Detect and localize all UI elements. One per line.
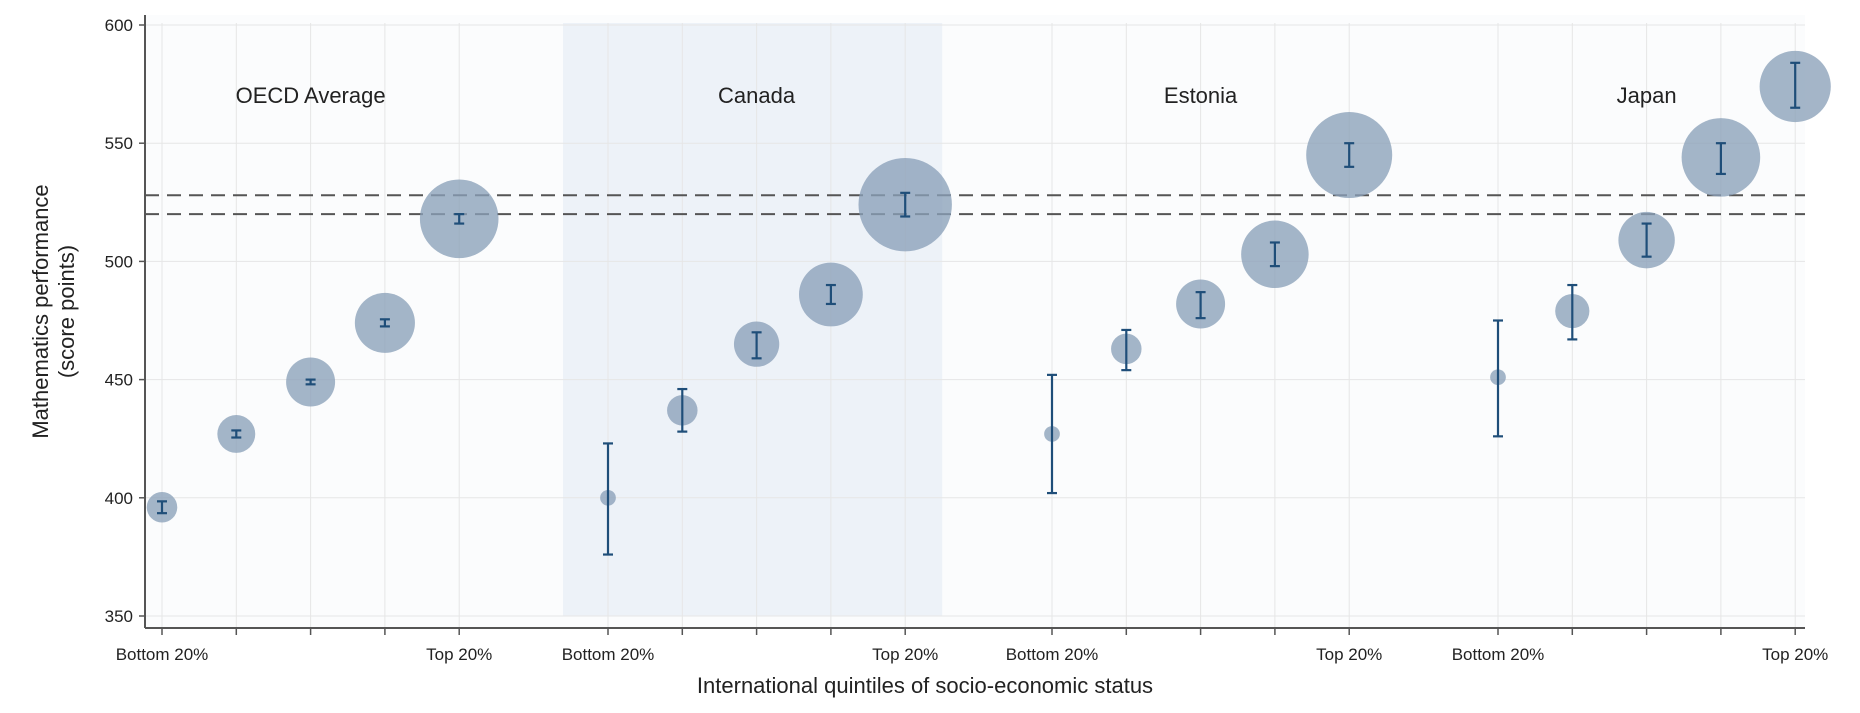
x-tick-label: Bottom 20% (1006, 645, 1099, 664)
x-tick-label: Bottom 20% (116, 645, 209, 664)
y-tick-label: 450 (105, 371, 133, 390)
y-axis-title-line: Mathematics performance (28, 184, 53, 438)
highlight-band-canada (563, 23, 943, 616)
y-tick-label: 350 (105, 607, 133, 626)
plot-background (145, 15, 1805, 628)
y-tick-label: 500 (105, 252, 133, 271)
y-tick-label: 550 (105, 134, 133, 153)
y-axis-title: Mathematics performance(score points) (28, 184, 79, 438)
x-tick-label: Top 20% (872, 645, 938, 664)
x-tick-label: Bottom 20% (562, 645, 655, 664)
group-label: Japan (1617, 83, 1677, 108)
group-label: Estonia (1164, 83, 1238, 108)
y-axis-title-line: (score points) (54, 245, 79, 378)
x-tick-label: Top 20% (1316, 645, 1382, 664)
y-tick-label: 400 (105, 489, 133, 508)
x-axis-title: International quintiles of socio-economi… (697, 673, 1153, 698)
group-label: OECD Average (236, 83, 386, 108)
x-tick-label: Top 20% (1762, 645, 1828, 664)
x-tick-label: Bottom 20% (1452, 645, 1545, 664)
group-label: Canada (718, 83, 796, 108)
y-tick-label: 600 (105, 16, 133, 35)
x-tick-label: Top 20% (426, 645, 492, 664)
